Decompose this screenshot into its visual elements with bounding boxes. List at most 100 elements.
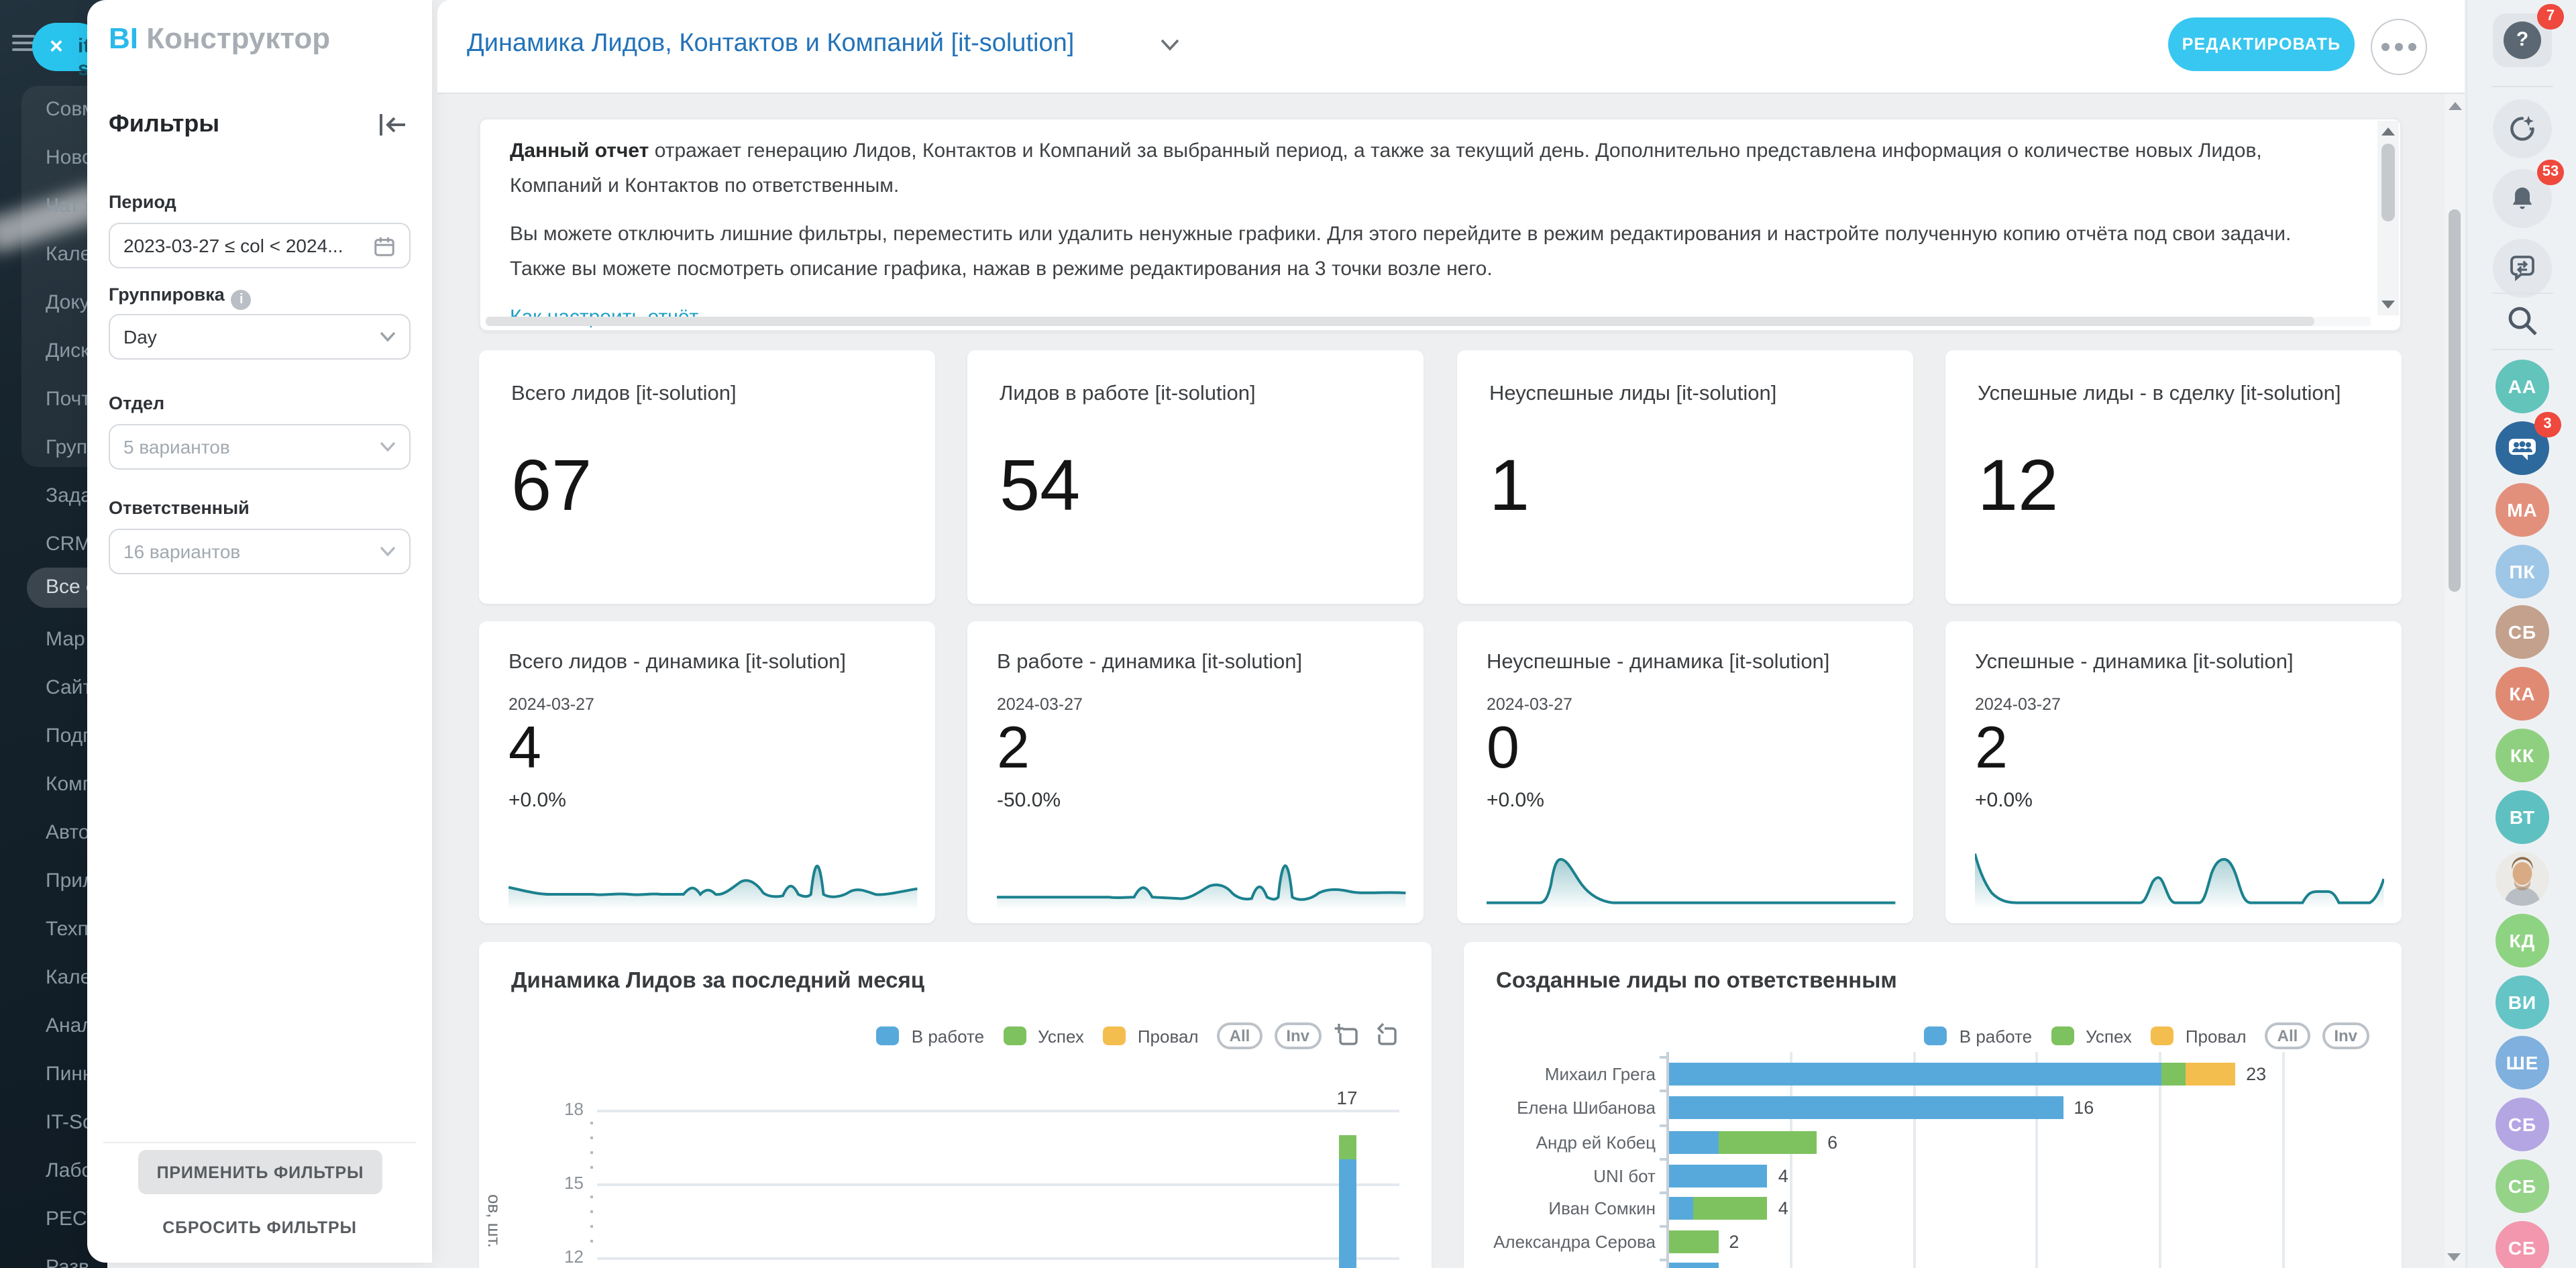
bar-segment-inprogress[interactable] bbox=[1669, 1131, 1719, 1154]
sidebar-item[interactable]: Пинн bbox=[46, 1063, 94, 1086]
department-select[interactable]: 5 вариантов bbox=[109, 424, 411, 470]
grouping-select[interactable]: Day bbox=[109, 314, 411, 360]
sidebar-item[interactable]: Комп bbox=[46, 773, 94, 796]
sidebar-item[interactable]: Авто bbox=[46, 821, 90, 844]
legend-label[interactable]: В работе bbox=[1959, 1026, 2033, 1046]
avatar[interactable]: СБ bbox=[2496, 605, 2549, 659]
bar-segment-inprogress[interactable] bbox=[1669, 1263, 1719, 1268]
scrollbar-thumb[interactable] bbox=[486, 317, 2314, 326]
bar-segment-inprogress[interactable] bbox=[1669, 1165, 1768, 1187]
box-select-icon[interactable] bbox=[1334, 1022, 1360, 1049]
avatar[interactable]: ВИ bbox=[2496, 975, 2549, 1029]
sidebar-item[interactable]: Мар bbox=[46, 628, 85, 651]
bar-row[interactable]: 23 bbox=[1669, 1063, 2266, 1086]
avatar[interactable]: КД bbox=[2496, 914, 2549, 967]
main-vertical-scrollbar[interactable] bbox=[2445, 94, 2465, 1268]
bar-row[interactable]: 6 bbox=[1669, 1131, 1837, 1154]
messenger-button[interactable] bbox=[2493, 239, 2552, 298]
sidebar-item[interactable]: Груп bbox=[46, 436, 88, 459]
sidebar-item[interactable]: Кале bbox=[46, 243, 92, 266]
help-button[interactable]: ? 7 bbox=[2493, 4, 2564, 67]
legend-inv-button[interactable]: Inv bbox=[1274, 1022, 1322, 1049]
more-actions-button[interactable] bbox=[2371, 19, 2427, 75]
bar-row[interactable] bbox=[1669, 1263, 1719, 1268]
sidebar-item[interactable]: Прил bbox=[46, 869, 95, 892]
legend-chip-inprogress[interactable] bbox=[876, 1026, 900, 1045]
bar-segment-success[interactable] bbox=[1693, 1197, 1768, 1220]
bar-segment-success[interactable] bbox=[1718, 1131, 1817, 1154]
sidebar-item[interactable]: Зада bbox=[46, 484, 92, 507]
report-title[interactable]: Динамика Лидов, Контактов и Компаний [it… bbox=[467, 30, 1075, 58]
sidebar-item[interactable]: Почт bbox=[46, 388, 91, 411]
avatar[interactable]: ВТ bbox=[2496, 790, 2549, 844]
apply-filters-button[interactable]: ПРИМЕНИТЬ ФИЛЬТРЫ bbox=[138, 1150, 382, 1194]
stacked-bar[interactable] bbox=[1339, 1135, 1356, 1268]
bar-row[interactable]: 16 bbox=[1669, 1096, 2094, 1119]
legend-all-button[interactable]: All bbox=[1217, 1022, 1263, 1049]
legend-chip-inprogress[interactable] bbox=[1924, 1026, 1947, 1045]
legend-label[interactable]: Провал bbox=[1137, 1026, 1199, 1046]
info-icon[interactable]: i bbox=[231, 290, 252, 310]
sidebar-item[interactable]: Кале bbox=[46, 966, 92, 989]
avatar[interactable]: СБ bbox=[2496, 1098, 2549, 1151]
legend-label[interactable]: Успех bbox=[1038, 1026, 1084, 1046]
avatar[interactable]: СБ bbox=[2496, 1221, 2549, 1268]
sidebar-item[interactable]: Подп bbox=[46, 725, 94, 747]
sidebar-item[interactable]: IT-So bbox=[46, 1111, 94, 1134]
bar-segment-inprogress[interactable] bbox=[1339, 1159, 1356, 1268]
legend-label[interactable]: Провал bbox=[2185, 1026, 2247, 1046]
scroll-down-arrow[interactable] bbox=[2447, 1253, 2461, 1261]
bar-segment-inprogress[interactable] bbox=[1669, 1197, 1694, 1220]
bar-segment-inprogress[interactable] bbox=[1669, 1063, 2161, 1086]
avatar[interactable]: МА bbox=[2496, 483, 2549, 537]
sidebar-item[interactable]: Диск bbox=[46, 339, 90, 362]
sidebar-item[interactable]: Анал bbox=[46, 1014, 93, 1037]
avatar[interactable]: КА bbox=[2496, 667, 2549, 721]
bar-row[interactable]: 4 bbox=[1669, 1165, 1788, 1187]
collapse-panel-icon[interactable] bbox=[378, 113, 408, 137]
bar-row[interactable]: 4 bbox=[1669, 1197, 1788, 1220]
sidebar-item[interactable]: Разв bbox=[46, 1256, 90, 1268]
group-chat-avatar[interactable]: 3 bbox=[2496, 412, 2561, 475]
legend-label[interactable]: В работе bbox=[911, 1026, 985, 1046]
avatar[interactable]: ШЕ bbox=[2496, 1036, 2549, 1090]
avatar[interactable]: ПК bbox=[2496, 545, 2549, 598]
scrollbar-thumb[interactable] bbox=[2381, 144, 2395, 221]
bar-row[interactable]: 2 bbox=[1669, 1230, 1739, 1253]
hamburger-menu-icon[interactable] bbox=[12, 35, 35, 51]
copilot-button[interactable] bbox=[2493, 99, 2552, 158]
legend-chip-success[interactable] bbox=[1003, 1026, 1026, 1045]
bar-segment-success[interactable] bbox=[1669, 1230, 1719, 1253]
sidebar-item[interactable]: Техп bbox=[46, 918, 89, 941]
bar-segment-fail[interactable] bbox=[2186, 1063, 2236, 1086]
description-vertical-scrollbar[interactable] bbox=[2377, 121, 2399, 315]
scrollbar-thumb[interactable] bbox=[2449, 209, 2461, 592]
avatar[interactable]: СБ bbox=[2496, 1159, 2549, 1213]
box-undo-icon[interactable] bbox=[1373, 1022, 1399, 1049]
sidebar-item[interactable]: Ново bbox=[46, 146, 93, 169]
scroll-up-arrow[interactable] bbox=[2381, 127, 2395, 136]
legend-chip-fail[interactable] bbox=[1102, 1026, 1126, 1045]
sidebar-item[interactable]: Сайт bbox=[46, 676, 93, 699]
search-button[interactable] bbox=[2493, 301, 2552, 341]
avatar[interactable]: КК bbox=[2496, 729, 2549, 782]
scroll-up-arrow[interactable] bbox=[2448, 102, 2461, 110]
legend-label[interactable]: Успех bbox=[2086, 1026, 2132, 1046]
bar-segment-success[interactable] bbox=[2161, 1063, 2186, 1086]
period-input[interactable]: 2023-03-27 ≤ col < 2024... bbox=[109, 223, 411, 268]
scroll-down-arrow[interactable] bbox=[2381, 301, 2395, 309]
reset-filters-button[interactable]: СБРОСИТЬ ФИЛЬТРЫ bbox=[162, 1218, 357, 1237]
description-horizontal-scrollbar[interactable] bbox=[486, 317, 2371, 326]
responsible-select[interactable]: 16 вариантов bbox=[109, 529, 411, 574]
avatar[interactable]: АА bbox=[2496, 360, 2549, 413]
sidebar-item[interactable]: Доку bbox=[46, 291, 90, 314]
photo-avatar[interactable] bbox=[2496, 852, 2549, 906]
notifications-button[interactable]: 53 bbox=[2493, 160, 2564, 228]
bar-segment-success[interactable] bbox=[1339, 1135, 1356, 1160]
sidebar-item[interactable]: Лабо bbox=[46, 1159, 93, 1182]
sidebar-item[interactable]: CRM bbox=[46, 533, 92, 556]
edit-report-button[interactable]: РЕДАКТИРОВАТЬ bbox=[2168, 17, 2355, 71]
legend-chip-fail[interactable] bbox=[2150, 1026, 2174, 1045]
legend-inv-button[interactable]: Inv bbox=[2322, 1022, 2369, 1049]
legend-chip-success[interactable] bbox=[2051, 1026, 2074, 1045]
